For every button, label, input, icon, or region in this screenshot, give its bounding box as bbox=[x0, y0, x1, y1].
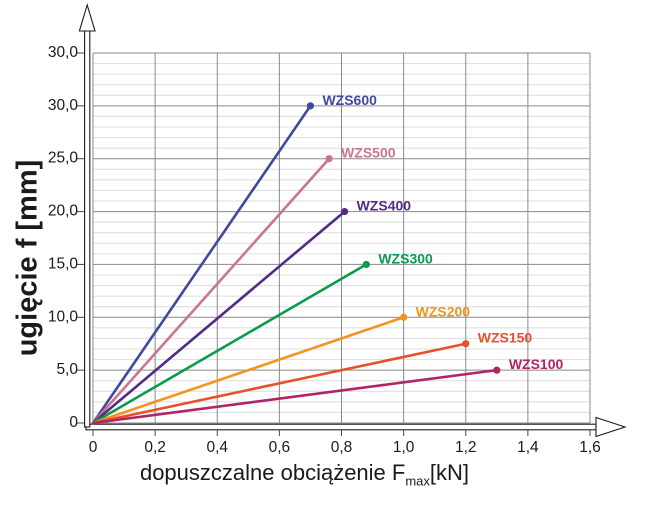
series-point-WZS150 bbox=[462, 340, 470, 348]
series-point-WZS300 bbox=[362, 260, 370, 269]
series-line-WZS100 bbox=[91, 368, 499, 425]
series-label-WZS100: WZS100 bbox=[509, 356, 564, 372]
x-axis-arrowhead-icon bbox=[595, 416, 627, 438]
series-line-WZS200 bbox=[91, 315, 405, 425]
y-tick-label: 30,0 bbox=[48, 97, 79, 114]
x-tick-label: 0,4 bbox=[206, 439, 228, 456]
series-point-WZS600 bbox=[306, 102, 315, 110]
x-tick-label: 0,6 bbox=[269, 439, 291, 456]
x-tick-label: 0 bbox=[89, 439, 98, 456]
x-tick-label: 1,0 bbox=[393, 439, 415, 456]
x-tick-label: 1,4 bbox=[517, 439, 539, 456]
x-axis-title-text: dopuszczalne obciążenie F bbox=[139, 460, 406, 485]
series-point-WZS100 bbox=[493, 366, 501, 374]
series-label-WZS400: WZS400 bbox=[357, 198, 412, 214]
y-tick-label: 15,0 bbox=[48, 255, 79, 272]
series-point-WZS200 bbox=[400, 313, 408, 321]
y-tick-label: 20,0 bbox=[48, 203, 79, 220]
x-axis-shaft bbox=[85, 423, 597, 431]
y-axis-title: ugięcie f [mm] bbox=[11, 159, 44, 357]
y-tick-label: 10,0 bbox=[48, 308, 79, 325]
y-axis-arrowhead-icon bbox=[78, 3, 96, 32]
x-axis-title-subscript: max bbox=[405, 473, 430, 489]
series-line-WZS300 bbox=[91, 263, 368, 425]
x-tick-label: 1,6 bbox=[579, 439, 601, 456]
series-label-WZS200: WZS200 bbox=[416, 303, 471, 319]
series-line-WZS400 bbox=[91, 210, 346, 425]
series-label-WZS150: WZS150 bbox=[478, 330, 533, 346]
x-tick-label: 0,8 bbox=[331, 439, 353, 456]
series-label-WZS500: WZS500 bbox=[341, 145, 396, 161]
series-point-WZS400 bbox=[341, 207, 349, 216]
series-line-WZS600 bbox=[91, 104, 312, 425]
y-axis-shaft bbox=[84, 29, 91, 428]
series-label-WZS600: WZS600 bbox=[322, 92, 377, 108]
series-label-WZS300: WZS300 bbox=[378, 250, 433, 266]
x-tick-label: 0,2 bbox=[144, 439, 166, 456]
x-tick-label: 1,2 bbox=[455, 439, 477, 456]
x-axis-title-unit: [kN] bbox=[429, 460, 470, 485]
y-tick-label: 30,0 bbox=[48, 44, 79, 61]
y-tick-label: 25,0 bbox=[48, 150, 79, 167]
y-tick-label: 0 bbox=[69, 414, 78, 431]
series-point-WZS500 bbox=[325, 155, 333, 163]
y-tick-label: 5,0 bbox=[56, 361, 78, 378]
x-axis-title: dopuszczalne obciążenie Fmax[kN] bbox=[0, 460, 609, 489]
series-line-WZS150 bbox=[91, 342, 468, 425]
series-line-WZS500 bbox=[91, 157, 331, 425]
